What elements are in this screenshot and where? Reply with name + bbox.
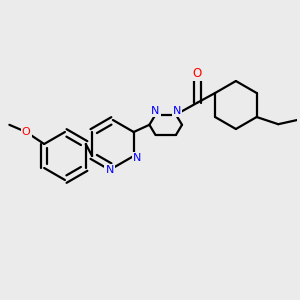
Text: N: N [173, 106, 181, 116]
Text: O: O [22, 127, 31, 137]
Text: N: N [106, 165, 114, 175]
Text: O: O [193, 67, 202, 80]
Text: N: N [151, 106, 160, 116]
Text: N: N [133, 153, 141, 163]
